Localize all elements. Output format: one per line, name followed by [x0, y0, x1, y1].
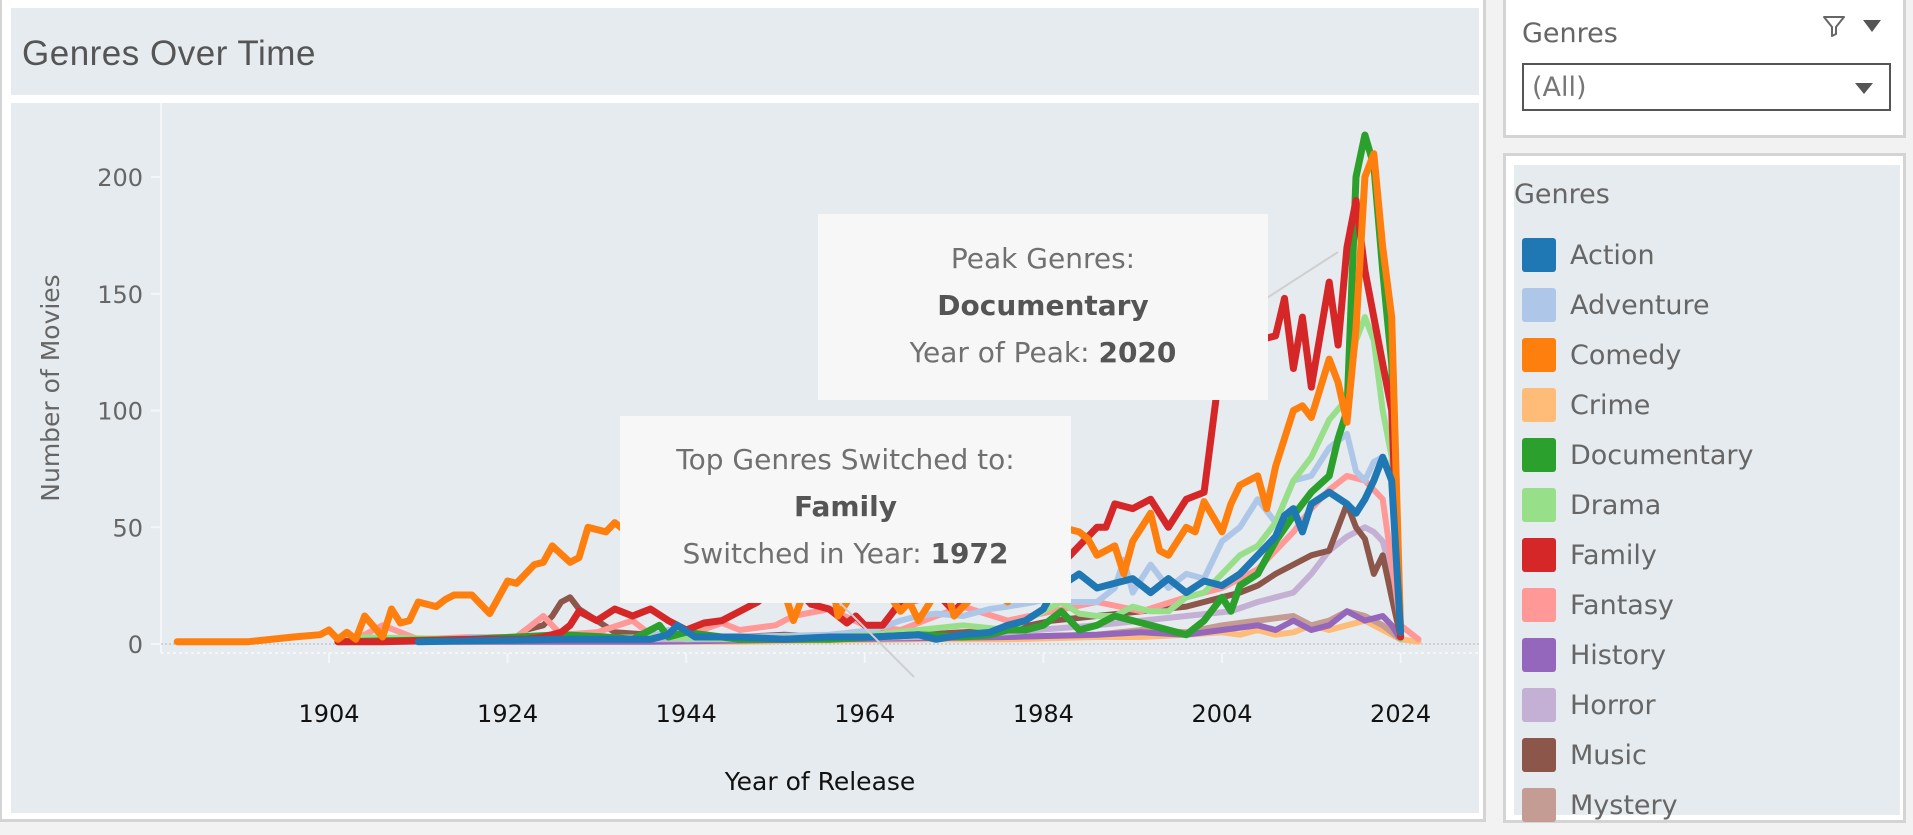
legend-swatch — [1522, 788, 1556, 822]
legend-swatch — [1522, 738, 1556, 772]
legend-swatch — [1522, 438, 1556, 472]
filter-selected-value: (All) — [1532, 72, 1587, 103]
genre-filter-panel: Genres (All) — [1503, 0, 1906, 138]
legend-item-mystery[interactable]: Mystery — [1522, 780, 1754, 830]
x-tick-label: 1964 — [834, 700, 895, 728]
x-tick-label: 2024 — [1370, 700, 1431, 728]
annotation-peak-leader — [1258, 251, 1339, 304]
annotation-switch-year: 1972 — [930, 537, 1009, 570]
legend-label: Adventure — [1570, 289, 1710, 321]
menu-caret-icon[interactable] — [1863, 20, 1881, 32]
legend-item-documentary[interactable]: Documentary — [1522, 430, 1754, 480]
y-tick-label: 100 — [97, 398, 143, 426]
legend-label: Action — [1570, 239, 1655, 271]
annotation-peak: Peak Genres: Documentary Year of Peak: 2… — [818, 214, 1268, 400]
legend-label: Horror — [1570, 689, 1656, 721]
legend-swatch — [1522, 688, 1556, 722]
genre-filter-dropdown[interactable]: (All) — [1522, 63, 1891, 111]
legend-item-history[interactable]: History — [1522, 630, 1754, 680]
y-axis-title: Number of Movies — [36, 274, 65, 501]
legend: Genres Action Adventure Comedy Crime Doc… — [1514, 165, 1900, 822]
legend-swatch — [1522, 488, 1556, 522]
annotation-switch: Top Genres Switched to: Family Switched … — [620, 416, 1071, 603]
legend-item-comedy[interactable]: Comedy — [1522, 330, 1754, 380]
x-tick-label: 1924 — [477, 700, 538, 728]
legend-label: Mystery — [1570, 789, 1678, 821]
legend-item-family[interactable]: Family — [1522, 530, 1754, 580]
legend-swatch — [1522, 238, 1556, 272]
legend-item-horror[interactable]: Horror — [1522, 680, 1754, 730]
y-tick-label: 50 — [112, 514, 143, 542]
legend-swatch — [1522, 338, 1556, 372]
annotation-peak-year: 2020 — [1098, 336, 1177, 369]
annotation-peak-line1: Peak Genres: — [950, 242, 1136, 275]
legend-swatch — [1522, 388, 1556, 422]
legend-title: Genres — [1514, 179, 1610, 210]
legend-label: Comedy — [1570, 339, 1682, 371]
annotation-switch-year-label: Switched in Year: — [682, 537, 931, 570]
title-band: Genres Over Time — [11, 8, 1479, 95]
legend-panel: Genres Action Adventure Comedy Crime Doc… — [1503, 153, 1906, 823]
y-tick-label: 0 — [128, 631, 143, 659]
filter-icon[interactable] — [1822, 14, 1846, 38]
legend-label: Crime — [1570, 389, 1651, 421]
chart-area[interactable]: 0 50 100 150 200 1904 1924 1944 1964 1984 2004 2024… — [11, 103, 1479, 813]
annotation-peak-genre: Documentary — [937, 289, 1149, 322]
y-tick-label: 150 — [97, 281, 143, 309]
x-tick-label: 1984 — [1013, 700, 1074, 728]
legend-item-action[interactable]: Action — [1522, 230, 1754, 280]
legend-item-crime[interactable]: Crime — [1522, 380, 1754, 430]
page-title: Genres Over Time — [22, 34, 316, 73]
legend-label: Drama — [1570, 489, 1662, 521]
annotation-switch-line1: Top Genres Switched to: — [676, 443, 1015, 476]
legend-label: Documentary — [1570, 439, 1754, 471]
x-tick-label: 1904 — [298, 700, 359, 728]
legend-swatch — [1522, 538, 1556, 572]
legend-label: Fantasy — [1570, 589, 1674, 621]
legend-swatch — [1522, 288, 1556, 322]
x-tick-label: 1944 — [656, 700, 717, 728]
annotation-peak-year-label: Year of Peak: — [909, 336, 1099, 369]
y-tick-label: 200 — [97, 164, 143, 192]
dropdown-caret-icon — [1855, 83, 1873, 94]
x-tick-label: 2004 — [1191, 700, 1252, 728]
legend-list: Action Adventure Comedy Crime Documentar… — [1522, 230, 1754, 830]
legend-item-music[interactable]: Music — [1522, 730, 1754, 780]
filter-title: Genres — [1522, 18, 1618, 49]
legend-item-drama[interactable]: Drama — [1522, 480, 1754, 530]
line-chart[interactable]: 0 50 100 150 200 1904 1924 1944 1964 1984 2004 2024… — [11, 103, 1479, 813]
legend-item-adventure[interactable]: Adventure — [1522, 280, 1754, 330]
annotation-switch-genre: Family — [793, 490, 897, 523]
legend-swatch — [1522, 588, 1556, 622]
annotation-switch-leader — [836, 599, 915, 678]
dashboard-main-panel: Genres Over Time 0 50 100 150 200 1904 1924 194… — [0, 0, 1486, 822]
series-line-action[interactable] — [414, 453, 1405, 646]
legend-label: History — [1570, 639, 1667, 671]
legend-label: Music — [1570, 739, 1647, 771]
legend-item-fantasy[interactable]: Fantasy — [1522, 580, 1754, 630]
legend-swatch — [1522, 638, 1556, 672]
legend-label: Family — [1570, 539, 1657, 571]
x-axis-title: Year of Release — [724, 767, 916, 796]
